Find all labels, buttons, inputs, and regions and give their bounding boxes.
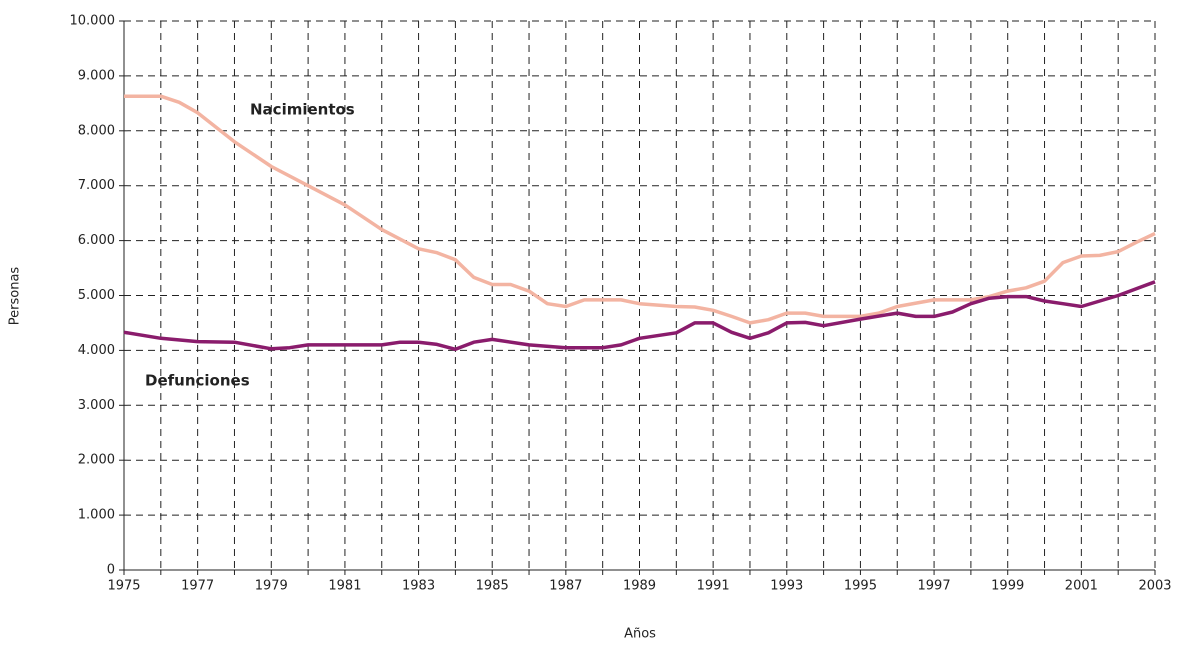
- y-tick-label: 0: [107, 563, 115, 578]
- y-tick-label: 2.000: [78, 453, 115, 468]
- y-tick-label: 5.000: [78, 288, 115, 303]
- y-tick-label: 6.000: [78, 233, 115, 248]
- x-tick-label: 1997: [918, 579, 951, 594]
- x-tick-label: 1985: [476, 579, 509, 594]
- x-tick-label: 1989: [623, 579, 656, 594]
- grid: [119, 20, 1156, 575]
- x-tick-label: 1977: [181, 579, 214, 594]
- x-tick-label: 1999: [991, 579, 1024, 594]
- line-series: [123, 280, 1156, 352]
- x-tick-label: 2003: [1138, 579, 1171, 594]
- line-series: [124, 94, 1156, 325]
- annotation: Nacimientos: [250, 101, 355, 119]
- x-tick-label: 1993: [770, 579, 803, 594]
- y-tick-label: 4.000: [78, 343, 115, 358]
- lines: [123, 94, 1156, 352]
- y-tick-label: 1.000: [78, 508, 115, 523]
- y-tick-label: 3.000: [78, 398, 115, 413]
- y-tick-label: 8.000: [78, 123, 115, 138]
- y-axis-label: Personas: [8, 267, 23, 326]
- x-tick-label: 1975: [107, 579, 140, 594]
- x-tick-label: 2001: [1065, 579, 1098, 594]
- x-tick-label: 1981: [328, 579, 361, 594]
- x-axis-label: Años: [624, 627, 656, 642]
- x-tick-label: 1983: [402, 579, 435, 594]
- y-tick-label: 10.000: [70, 14, 116, 29]
- x-tick-label: 1979: [255, 579, 288, 594]
- x-tick-label: 1991: [697, 579, 730, 594]
- x-tick-label: 1987: [549, 579, 582, 594]
- y-tick-label: 9.000: [78, 68, 115, 83]
- x-tick-label: 1995: [844, 579, 877, 594]
- annotation: Defunciones: [145, 372, 250, 390]
- y-tick-label: 7.000: [78, 178, 115, 193]
